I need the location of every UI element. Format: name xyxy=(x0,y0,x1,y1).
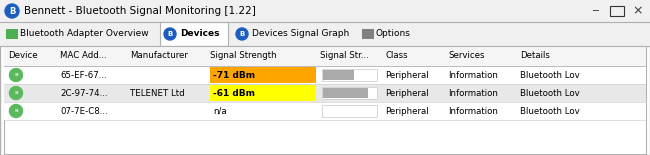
Text: Class: Class xyxy=(385,51,408,60)
Circle shape xyxy=(10,104,23,117)
Bar xyxy=(232,22,354,46)
Text: -61 dBm: -61 dBm xyxy=(213,89,255,97)
Text: Manufacturer: Manufacturer xyxy=(130,51,188,60)
Bar xyxy=(0,22,650,46)
Text: Information: Information xyxy=(448,89,498,97)
Text: ʙ: ʙ xyxy=(14,91,18,95)
Text: 2C-97-74...: 2C-97-74... xyxy=(60,89,107,97)
Bar xyxy=(4,46,646,154)
Text: ʙ: ʙ xyxy=(14,73,18,78)
Bar xyxy=(4,84,646,102)
Bar xyxy=(4,46,646,66)
Circle shape xyxy=(5,4,19,18)
Bar xyxy=(362,29,374,39)
Circle shape xyxy=(10,86,23,100)
Text: Peripheral: Peripheral xyxy=(385,89,428,97)
Text: ʙ: ʙ xyxy=(14,108,18,113)
Bar xyxy=(160,22,228,46)
Text: 07-7E-C8...: 07-7E-C8... xyxy=(60,106,108,115)
Bar xyxy=(610,6,624,16)
Text: Information: Information xyxy=(448,106,498,115)
Text: MAC Add...: MAC Add... xyxy=(60,51,107,60)
Text: 65-EF-67...: 65-EF-67... xyxy=(60,71,107,80)
Text: -71 dBm: -71 dBm xyxy=(213,71,255,80)
Text: Services: Services xyxy=(448,51,484,60)
Bar xyxy=(322,69,377,81)
Circle shape xyxy=(10,69,23,82)
Text: Bluetooth Lov: Bluetooth Lov xyxy=(520,106,580,115)
Bar xyxy=(0,0,650,22)
Text: Signal Str...: Signal Str... xyxy=(320,51,369,60)
Text: Options: Options xyxy=(376,29,411,38)
Bar xyxy=(323,88,368,98)
Text: ×: × xyxy=(632,4,643,18)
Bar xyxy=(323,70,354,80)
Text: Bluetooth Lov: Bluetooth Lov xyxy=(520,71,580,80)
Text: Bennett - Bluetooth Signal Monitoring [1.22]: Bennett - Bluetooth Signal Monitoring [1… xyxy=(24,6,256,16)
Bar xyxy=(4,66,646,84)
Text: ─: ─ xyxy=(592,6,598,16)
Bar xyxy=(210,67,316,83)
Text: Bluetooth Adapter Overview: Bluetooth Adapter Overview xyxy=(20,29,149,38)
Text: Devices Signal Graph: Devices Signal Graph xyxy=(252,29,349,38)
Text: Details: Details xyxy=(520,51,550,60)
Text: Bluetooth Lov: Bluetooth Lov xyxy=(520,89,580,97)
Text: B: B xyxy=(239,31,244,37)
Text: Devices: Devices xyxy=(180,29,220,38)
Text: TELENET Ltd: TELENET Ltd xyxy=(130,89,185,97)
Bar xyxy=(6,29,18,39)
Bar xyxy=(322,87,377,99)
Text: B: B xyxy=(9,7,15,16)
Text: B: B xyxy=(168,31,173,37)
Text: Information: Information xyxy=(448,71,498,80)
Text: Peripheral: Peripheral xyxy=(385,71,428,80)
Circle shape xyxy=(236,28,248,40)
Text: n/a: n/a xyxy=(213,106,227,115)
Bar xyxy=(2,22,157,46)
Text: Device: Device xyxy=(8,51,38,60)
Bar xyxy=(322,105,377,117)
Bar xyxy=(4,102,646,120)
Bar xyxy=(358,22,423,46)
Text: Peripheral: Peripheral xyxy=(385,106,428,115)
Circle shape xyxy=(164,28,176,40)
Bar xyxy=(210,85,316,101)
Text: Signal Strength: Signal Strength xyxy=(210,51,277,60)
